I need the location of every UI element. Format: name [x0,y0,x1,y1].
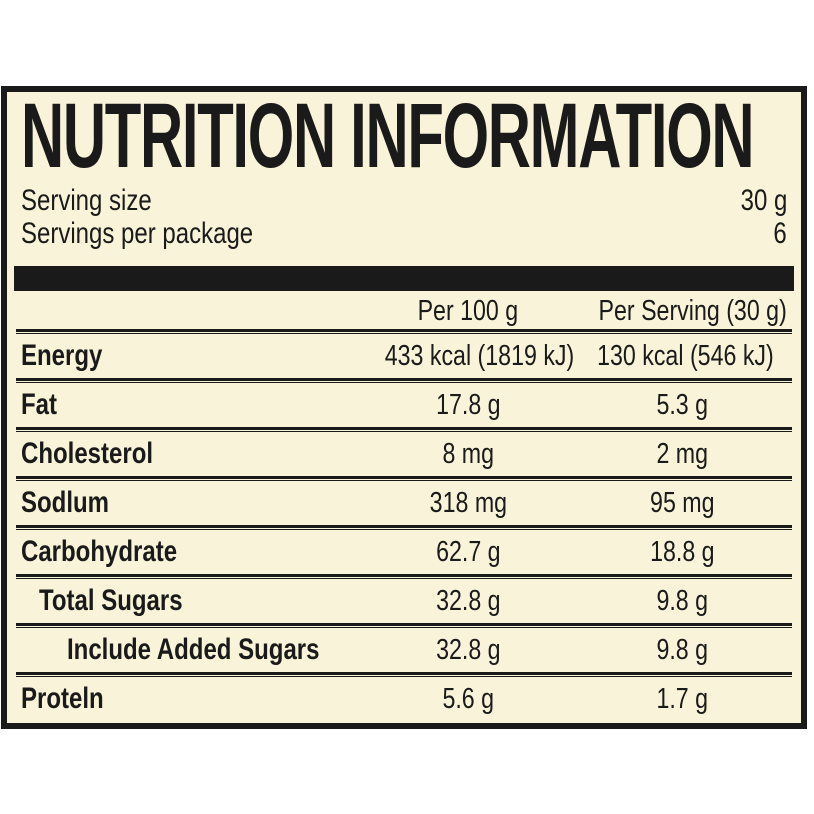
value-per-100g: 433 kcal (1819 kJ) [384,339,575,372]
value-per-100g: 5.6 g [442,682,494,715]
servings-per-package-row: Servings per package 6 [21,217,787,250]
table-row-added-sugars: Include Added Sugars 32.8 g 9.8 g [21,628,787,672]
value-per-100g: 8 mg [442,437,494,470]
value-per-100g: 62.7 g [435,535,501,568]
table-row-sodlum: Sodlum 318 mg 95 mg [21,481,787,525]
nutrition-panel: NUTRITION INFORMATION Serving size 30 g … [1,86,807,729]
serving-size-value: 30 g [740,184,787,217]
value-per-serving: 2 mg [656,437,708,470]
row-label: Proteln [21,682,104,715]
table-row-fat: Fat 17.8 g 5.3 g [21,383,787,427]
divider [16,525,792,530]
row-label: Carbohydrate [21,535,178,568]
servings-per-package-value: 6 [773,217,787,250]
value-per-serving: 18.8 g [649,535,715,568]
serving-size-label: Serving size [21,184,152,217]
divider [16,574,792,579]
divider [16,623,792,628]
value-per-100g: 318 mg [429,486,507,519]
value-per-100g: 17.8 g [435,388,501,421]
value-per-serving: 1.7 g [656,682,708,715]
value-per-serving: 95 mg [649,486,715,519]
column-header-per-100g: Per 100 g [417,295,519,327]
table-row-total-sugars: Total Sugars 32.8 g 9.8 g [21,579,787,623]
servings-per-package-label: Servings per package [21,217,254,250]
column-header-per-serving: Per Serving (30 g) [598,295,787,327]
divider [16,672,792,677]
table-row-carbohydrate: Carbohydrate 62.7 g 18.8 g [21,530,787,574]
divider [16,427,792,432]
value-per-serving: 5.3 g [656,388,708,421]
panel-title: NUTRITION INFORMATION [21,85,787,187]
value-per-100g: 32.8 g [435,633,501,666]
row-label: Total Sugars [39,584,183,617]
serving-info: Serving size 30 g Servings per package 6 [21,184,787,250]
divider [16,378,792,383]
row-label: Include Added Sugars [67,633,320,666]
table-row-energy: Energy 433 kcal (1819 kJ) 130 kcal (546 … [21,334,787,378]
value-per-serving: 130 kcal (546 kJ) [597,339,774,372]
row-label: Cholesterol [21,437,154,470]
divider [16,476,792,481]
value-per-serving: 9.8 g [656,633,708,666]
row-label: Fat [21,388,57,421]
row-label: Energy [21,339,103,372]
row-label: Sodlum [21,486,109,519]
table-row-protein: Proteln 5.6 g 1.7 g [21,677,787,721]
value-per-100g: 32.8 g [435,584,501,617]
panel-title-text: NUTRITION INFORMATION [21,85,755,187]
table-row-cholesterol: Cholesterol 8 mg 2 mg [21,432,787,476]
column-header-row: Per 100 g Per Serving (30 g) [21,291,787,329]
divider [16,329,792,334]
value-per-serving: 9.8 g [656,584,708,617]
serving-size-row: Serving size 30 g [21,184,787,217]
separator-bar [14,266,794,291]
